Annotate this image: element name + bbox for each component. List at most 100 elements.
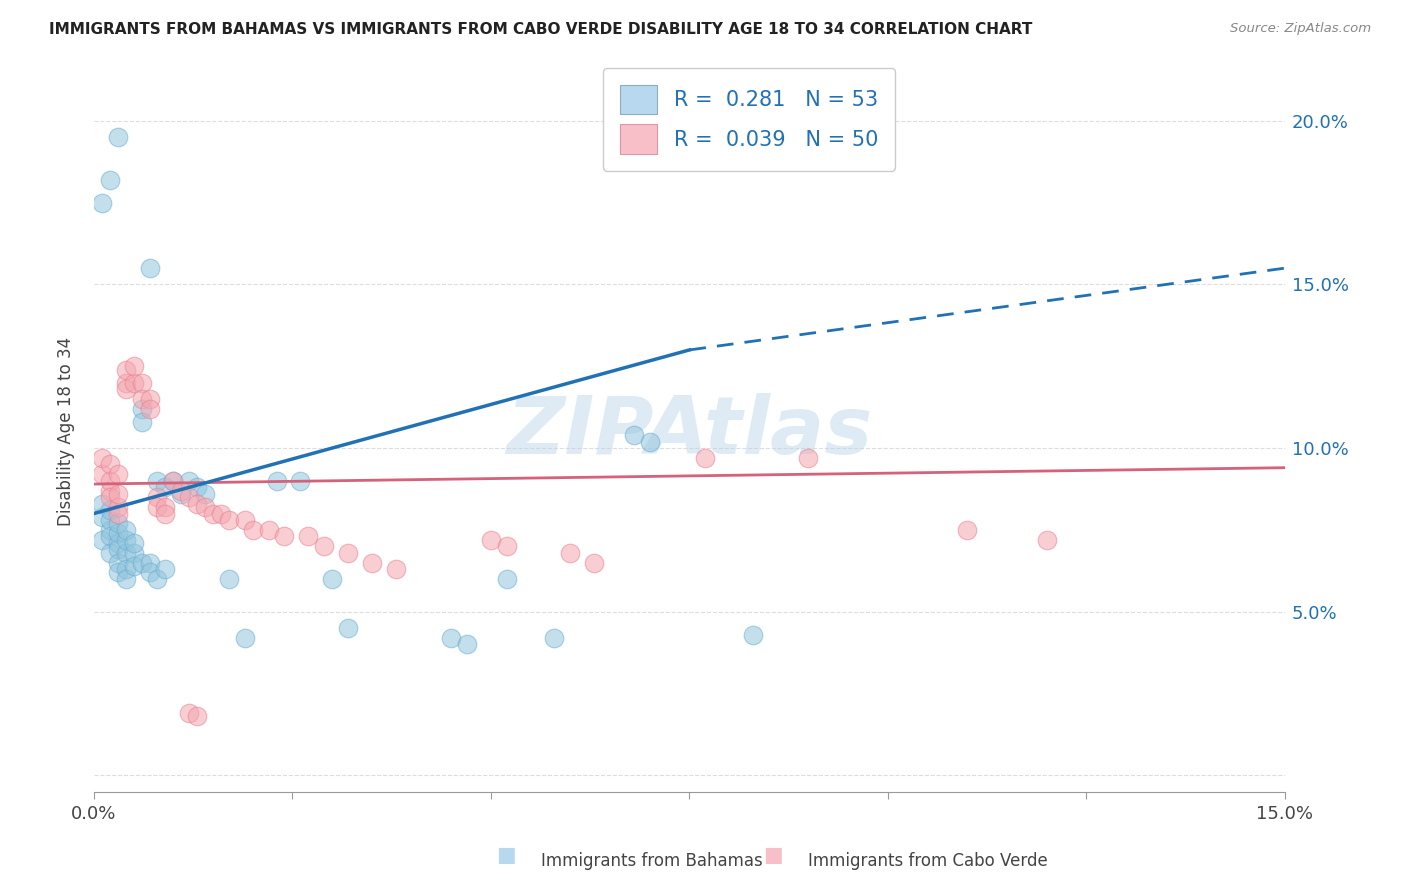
Point (337, 546, 360, 560)
Point (107, 487, 129, 501)
Point (107, 467, 129, 482)
Point (114, 523, 136, 537)
Point (194, 500, 217, 514)
Point (456, 637, 478, 651)
Point (98, 523, 121, 537)
Text: ■: ■ (763, 846, 783, 865)
Point (162, 474, 184, 488)
Point (107, 536, 129, 550)
Point (131, 415, 153, 429)
Point (797, 450, 820, 465)
Point (98, 529, 121, 543)
Point (695, 450, 717, 465)
Point (90, 497, 112, 511)
Point (122, 376, 145, 390)
Point (90, 509, 112, 524)
Text: Immigrants from Bahamas: Immigrants from Bahamas (541, 852, 763, 870)
Point (98, 546, 121, 560)
Point (638, 434, 661, 449)
Point (360, 556, 382, 570)
Point (114, 572, 136, 586)
Point (90, 533, 112, 547)
Point (107, 516, 129, 531)
Point (146, 572, 169, 586)
Point (179, 474, 201, 488)
Point (98, 503, 121, 517)
Point (209, 507, 232, 521)
Point (138, 261, 160, 276)
Text: ZIPAtlas: ZIPAtlas (506, 392, 873, 471)
Point (155, 507, 177, 521)
Point (146, 500, 169, 514)
Text: Immigrants from Cabo Verde: Immigrants from Cabo Verde (808, 852, 1049, 870)
Point (170, 483, 193, 498)
Point (138, 566, 160, 580)
Point (233, 513, 256, 527)
Point (479, 533, 502, 547)
Point (186, 480, 208, 494)
Point (98, 490, 121, 504)
Point (742, 627, 765, 641)
Point (384, 562, 406, 576)
Point (495, 539, 517, 553)
Point (560, 546, 582, 560)
Point (98, 474, 121, 488)
Point (122, 536, 145, 550)
Point (155, 500, 177, 514)
Point (155, 562, 177, 576)
Point (290, 474, 312, 488)
Point (242, 523, 264, 537)
Point (98, 173, 121, 187)
Point (186, 709, 208, 723)
Point (583, 556, 606, 570)
Point (194, 487, 217, 501)
Point (623, 428, 645, 442)
Point (107, 526, 129, 541)
Point (90, 450, 112, 465)
Point (138, 401, 160, 416)
Legend: R =  0.281   N = 53, R =  0.039   N = 50: R = 0.281 N = 53, R = 0.039 N = 50 (603, 68, 894, 170)
Point (122, 359, 145, 374)
Point (131, 392, 153, 406)
Point (337, 621, 360, 635)
Text: IMMIGRANTS FROM BAHAMAS VS IMMIGRANTS FROM CABO VERDE DISABILITY AGE 18 TO 34 CO: IMMIGRANTS FROM BAHAMAS VS IMMIGRANTS FR… (49, 22, 1032, 37)
Point (98, 513, 121, 527)
Point (107, 566, 129, 580)
Point (179, 706, 201, 720)
Point (956, 523, 979, 537)
Point (162, 474, 184, 488)
Y-axis label: Disability Age 18 to 34: Disability Age 18 to 34 (58, 337, 75, 526)
Point (98, 458, 121, 472)
Point (98, 483, 121, 498)
Point (218, 513, 240, 527)
Point (131, 401, 153, 416)
Point (107, 507, 129, 521)
Point (107, 542, 129, 557)
Text: ■: ■ (496, 846, 516, 865)
Point (90, 195, 112, 210)
Point (122, 558, 145, 573)
Point (114, 382, 136, 396)
Point (114, 362, 136, 376)
Point (155, 480, 177, 494)
Point (122, 546, 145, 560)
Text: Source: ZipAtlas.com: Source: ZipAtlas.com (1230, 22, 1371, 36)
Point (138, 392, 160, 406)
Point (90, 467, 112, 482)
Point (131, 556, 153, 570)
Point (202, 507, 225, 521)
Point (138, 556, 160, 570)
Point (257, 523, 280, 537)
Point (114, 546, 136, 560)
Point (218, 572, 240, 586)
Point (179, 490, 201, 504)
Point (114, 376, 136, 390)
Point (273, 529, 295, 543)
Point (495, 572, 517, 586)
Point (170, 487, 193, 501)
Point (107, 130, 129, 145)
Point (543, 631, 565, 645)
Point (233, 631, 256, 645)
Point (146, 490, 169, 504)
Point (1035, 533, 1057, 547)
